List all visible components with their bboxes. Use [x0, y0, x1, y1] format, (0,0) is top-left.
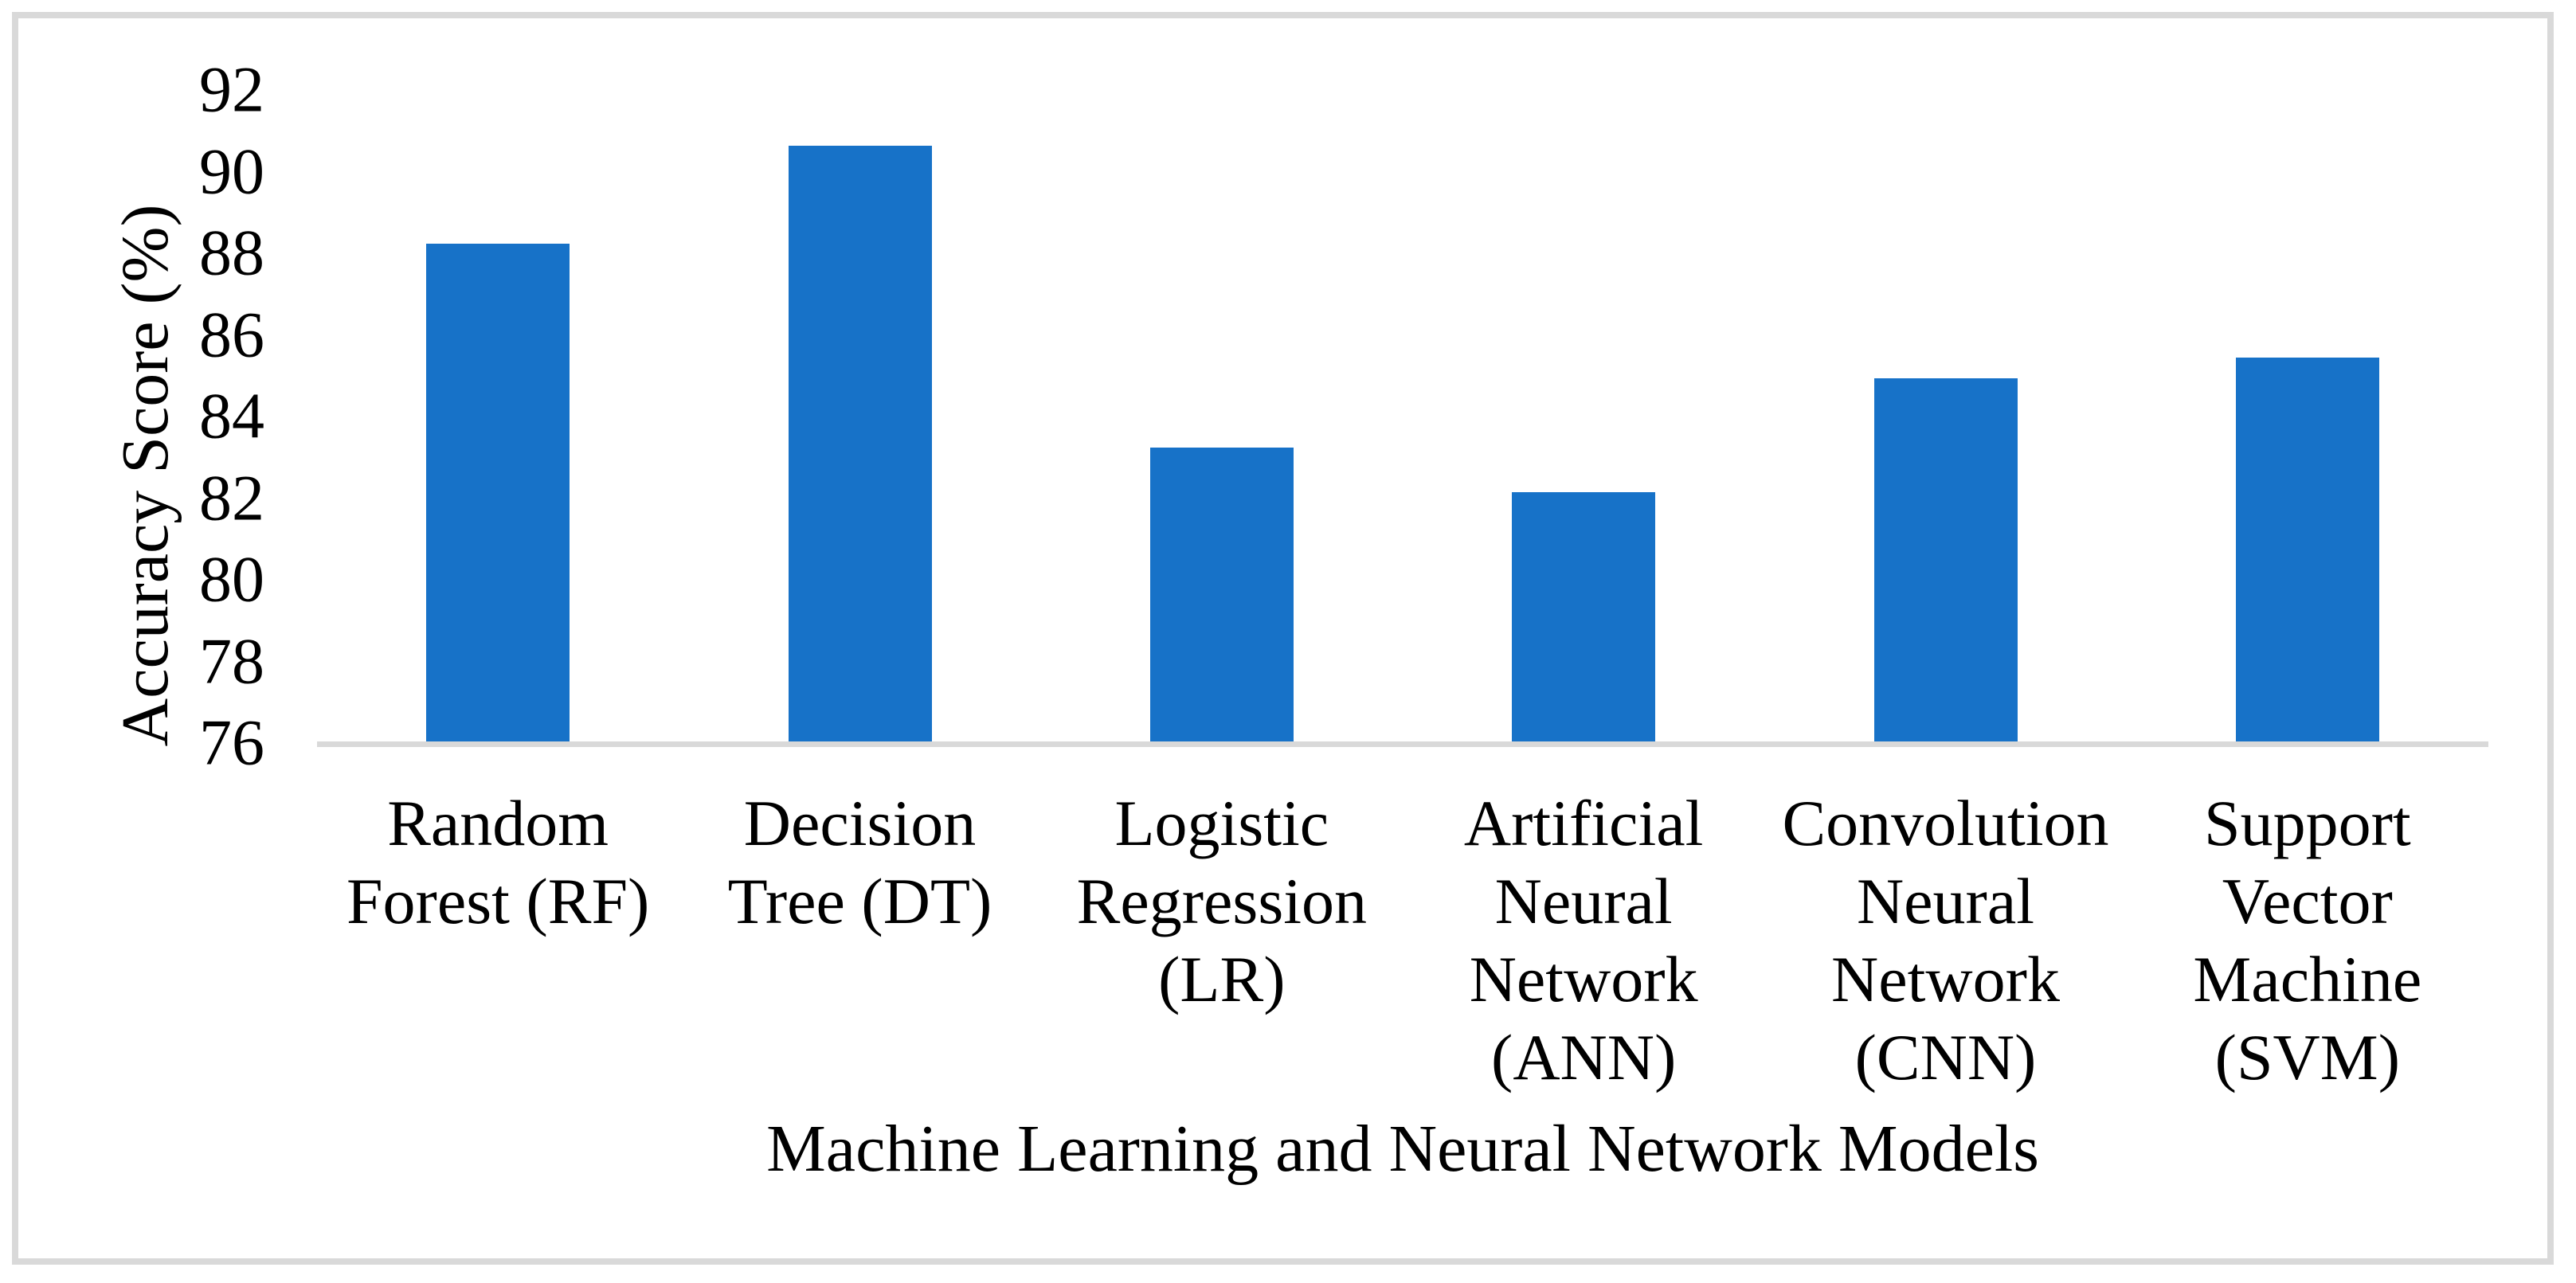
- y-tick-label-86: 86: [199, 297, 264, 370]
- x-axis-title: Machine Learning and Neural Network Mode…: [766, 1112, 2039, 1186]
- figure-border: [12, 12, 2554, 1265]
- category-label-0: Random Forest (RF): [346, 787, 650, 937]
- bar-4: [1873, 377, 2018, 741]
- y-tick-label-80: 80: [199, 542, 264, 616]
- category-label-2: Logistic Regression (LR): [1076, 787, 1368, 1015]
- category-label-4: Convolution Neural Network (CNN): [1782, 787, 2109, 1093]
- y-tick-label-76: 76: [199, 706, 264, 779]
- y-tick-label-92: 92: [199, 53, 264, 126]
- category-label-5: Support Vector Machine (SVM): [2193, 787, 2422, 1093]
- y-axis-title: Accuracy Score (%): [108, 204, 182, 747]
- y-tick-label-78: 78: [199, 624, 264, 697]
- y-tick-label-82: 82: [199, 460, 264, 534]
- y-tick-label-90: 90: [199, 134, 264, 207]
- bar-5: [2235, 358, 2379, 741]
- category-label-1: Decision Tree (DT): [727, 787, 992, 937]
- x-axis-line: [317, 741, 2488, 747]
- y-tick-label-88: 88: [199, 216, 264, 289]
- bar-1: [788, 145, 932, 741]
- bar-2: [1149, 448, 1294, 741]
- bar-0: [426, 243, 570, 741]
- y-tick-label-84: 84: [199, 379, 264, 452]
- bar-3: [1512, 492, 1656, 741]
- category-label-3: Artificial Neural Network (ANN): [1463, 787, 1704, 1093]
